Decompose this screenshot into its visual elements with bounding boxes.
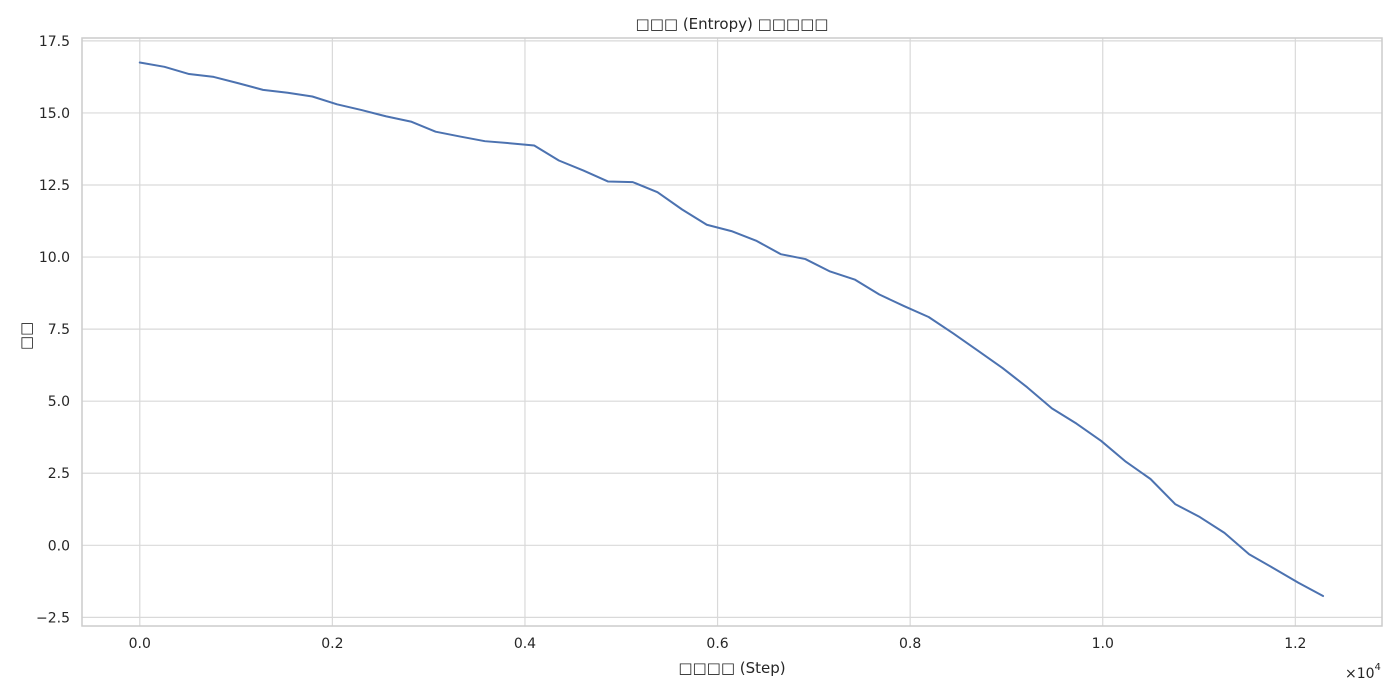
entropy-series-line bbox=[138, 61, 1325, 598]
x-tick-label: 0.8 bbox=[899, 636, 921, 652]
y-tick-label: 15.0 bbox=[39, 106, 70, 122]
y-tick-label: 10.0 bbox=[39, 250, 70, 266]
x-tick-label: 0.2 bbox=[321, 636, 343, 652]
chart-title: □□□ (Entropy) □□□□□ bbox=[636, 15, 829, 33]
y-tick-label: 7.5 bbox=[48, 322, 70, 338]
x-tick-label: 1.2 bbox=[1284, 636, 1306, 652]
y-tick-label: 5.0 bbox=[48, 394, 70, 410]
series bbox=[138, 61, 1325, 598]
x-tick-label: 0.6 bbox=[706, 636, 728, 652]
x-tick-label: 0.0 bbox=[129, 636, 151, 652]
x-axis-ticks: 0.0 0.2 0.4 0.6 0.8 1.0 1.2 bbox=[129, 636, 1307, 652]
grid bbox=[82, 38, 1382, 626]
x-tick-label: 0.4 bbox=[514, 636, 536, 652]
y-tick-label: −2.5 bbox=[36, 610, 70, 626]
plot-frame bbox=[81, 37, 1383, 627]
x-tick-label: 1.0 bbox=[1092, 636, 1114, 652]
y-tick-label: 2.5 bbox=[48, 466, 70, 482]
y-tick-label: 17.5 bbox=[39, 34, 70, 50]
y-tick-label: 0.0 bbox=[48, 538, 70, 554]
x-axis-multiplier-exponent: 4 bbox=[1375, 662, 1381, 673]
x-axis-label: □□□□ (Step) bbox=[678, 659, 785, 677]
y-axis-label: □□ bbox=[17, 322, 35, 350]
y-axis-ticks: −2.5 0.0 2.5 5.0 7.5 10.0 12.5 15.0 17.5 bbox=[36, 34, 70, 626]
x-axis-multiplier-base: ×10 bbox=[1345, 666, 1375, 682]
y-tick-label: 12.5 bbox=[39, 178, 70, 194]
x-axis-multiplier: ×104 bbox=[1345, 662, 1381, 682]
